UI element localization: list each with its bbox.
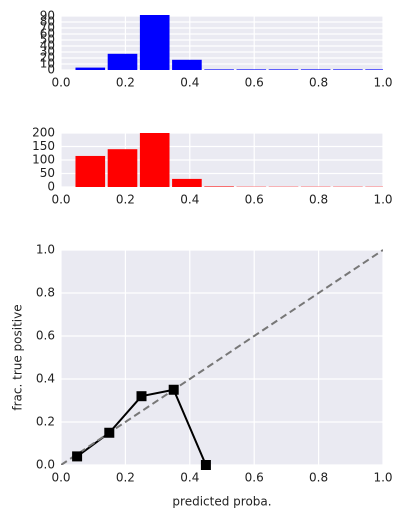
bar (75, 156, 105, 187)
y-tick-label: 0.0 (36, 458, 55, 472)
y-tick-label: 0 (47, 180, 55, 194)
bar (301, 69, 331, 70)
bar (333, 69, 363, 70)
bar (108, 149, 138, 187)
bar (140, 13, 170, 70)
y-tick-label: 0.4 (36, 372, 55, 386)
x-tick-label: 0.4 (180, 76, 199, 90)
x-tick-label: 0.2 (116, 193, 135, 207)
bar (140, 133, 170, 187)
y-tick-label: 1.0 (36, 243, 55, 257)
bar (75, 68, 105, 70)
marker (169, 385, 179, 395)
x-tick-label: 1.0 (373, 76, 392, 90)
x-tick-label: 1.0 (373, 471, 392, 485)
bar (108, 54, 138, 70)
x-tick-label: 0.0 (51, 471, 70, 485)
bar (204, 186, 234, 187)
marker (104, 428, 114, 438)
bar (365, 69, 395, 70)
x-axis-label: predicted proba. (172, 495, 271, 509)
bar (172, 60, 202, 70)
x-tick-label: 0.2 (116, 76, 135, 90)
x-tick-label: 0.8 (309, 471, 328, 485)
y-axis-label: frac. true positive (11, 304, 25, 410)
y-tick-label: 0.2 (36, 415, 55, 429)
y-tick-label: 90 (40, 9, 55, 23)
bar (204, 69, 234, 70)
marker (201, 460, 211, 470)
bar (269, 69, 299, 70)
y-tick-label: 200 (32, 126, 55, 140)
x-tick-label: 0.0 (51, 193, 70, 207)
x-tick-label: 1.0 (373, 193, 392, 207)
x-tick-label: 0.2 (116, 471, 135, 485)
x-tick-label: 0.6 (245, 193, 264, 207)
y-tick-label: 50 (40, 166, 55, 180)
x-tick-label: 0.6 (245, 76, 264, 90)
bar (172, 179, 202, 187)
x-tick-label: 0.0 (51, 76, 70, 90)
y-tick-label: 150 (32, 139, 55, 153)
bar (236, 69, 266, 70)
marker (72, 451, 82, 461)
y-tick-label: 0.8 (36, 286, 55, 300)
y-tick-label: 0.6 (36, 329, 55, 343)
x-tick-label: 0.6 (245, 471, 264, 485)
y-tick-label: 100 (32, 153, 55, 167)
x-tick-label: 0.8 (309, 193, 328, 207)
x-tick-label: 0.4 (180, 471, 199, 485)
x-tick-label: 0.4 (180, 193, 199, 207)
x-tick-label: 0.8 (309, 76, 328, 90)
marker (137, 391, 147, 401)
